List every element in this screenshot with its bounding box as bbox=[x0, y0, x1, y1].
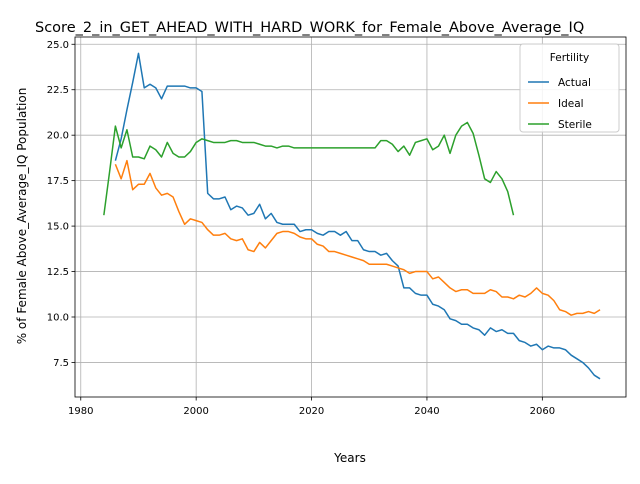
y-tick-label: 20.0 bbox=[47, 131, 69, 142]
legend: Fertility Actual Ideal Sterile bbox=[519, 43, 620, 133]
series-line-actual bbox=[114, 52, 601, 380]
x-tick-label: 1980 bbox=[68, 406, 93, 417]
legend-box bbox=[519, 43, 620, 133]
x-tick-label: 2000 bbox=[183, 406, 208, 417]
y-tick-label: 25.0 bbox=[47, 40, 69, 51]
y-axis-label: % of Female Above_Average_IQ Population bbox=[15, 88, 29, 345]
x-tick-label: 2040 bbox=[414, 406, 439, 417]
legend-label-actual: Actual bbox=[558, 77, 591, 89]
y-tick-label: 12.5 bbox=[47, 267, 69, 278]
series-line-sterile bbox=[103, 121, 515, 216]
y-tick-label: 22.5 bbox=[47, 85, 69, 96]
plot-frame bbox=[74, 36, 627, 398]
legend-label-sterile: Sterile bbox=[558, 119, 592, 131]
x-axis-label: Years bbox=[333, 451, 366, 465]
y-tick-label: 15.0 bbox=[47, 222, 69, 233]
y-tick-label: 10.0 bbox=[47, 313, 69, 324]
chart-title: Score_2_in_GET_AHEAD_WITH_HARD_WORK_for_… bbox=[35, 20, 584, 36]
series-line-ideal bbox=[114, 159, 601, 316]
x-tick-label: 2020 bbox=[299, 406, 324, 417]
legend-label-ideal: Ideal bbox=[558, 98, 584, 110]
y-tick-label: 7.5 bbox=[53, 358, 69, 369]
y-tick-label: 17.5 bbox=[47, 176, 69, 187]
legend-title: Fertility bbox=[550, 52, 589, 64]
x-tick-label: 2060 bbox=[530, 406, 555, 417]
